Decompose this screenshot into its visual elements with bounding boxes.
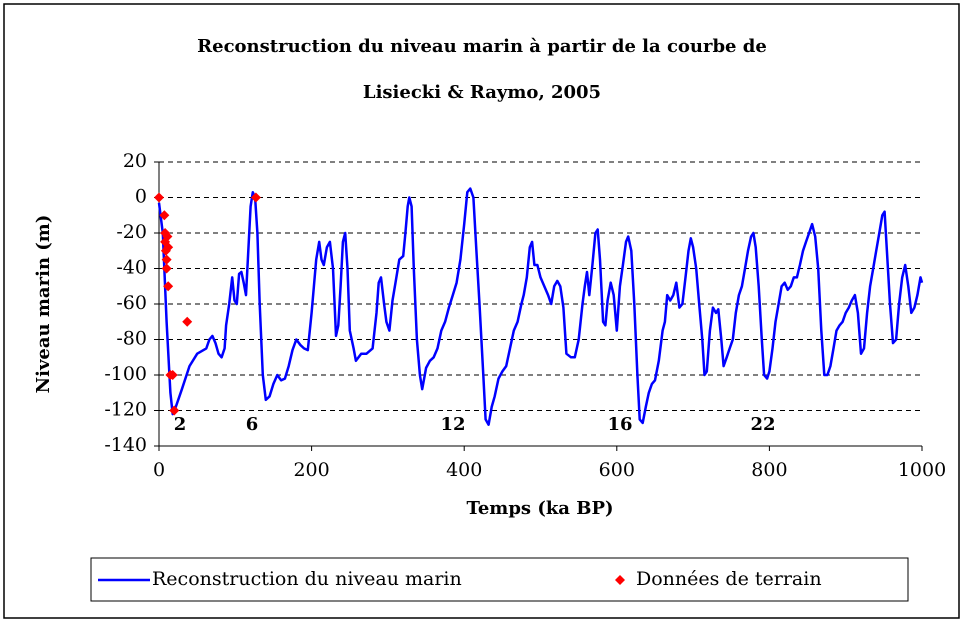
data-point — [182, 316, 193, 327]
data-point — [161, 263, 172, 274]
data-point — [169, 405, 180, 416]
annotation: 6 — [246, 414, 259, 435]
y-tick-label: -120 — [104, 399, 147, 421]
x-tick-label: 1000 — [898, 459, 946, 481]
legend-box — [90, 557, 909, 602]
annotation: 12 — [440, 414, 465, 435]
x-tick-label: 800 — [751, 459, 787, 481]
data-point — [159, 210, 170, 221]
data-point — [163, 281, 174, 292]
x-tick-label: 0 — [153, 459, 165, 481]
data-point — [161, 254, 172, 265]
y-tick-label: 0 — [135, 186, 147, 208]
legend-label: Données de terrain — [636, 568, 822, 590]
y-tick-label: -60 — [116, 292, 147, 314]
data-point — [167, 370, 178, 380]
y-axis-label: Niveau marin (m) — [33, 215, 54, 394]
y-tick-label: -80 — [116, 328, 147, 350]
data-point — [163, 242, 174, 253]
x-axis-label: Temps (ka BP) — [467, 498, 614, 519]
chart-title: Lisiecki & Raymo, 2005 — [363, 82, 601, 103]
y-tick-label: -140 — [104, 434, 147, 456]
legend-label: Reconstruction du niveau marin — [152, 568, 462, 590]
y-tick-label: -20 — [116, 221, 147, 243]
x-tick-label: 200 — [293, 459, 329, 481]
chart-title: Reconstruction du niveau marin à partir … — [197, 36, 767, 57]
legend-swatch — [615, 575, 625, 585]
x-tick-label: 600 — [599, 459, 635, 481]
x-tick-label: 400 — [446, 459, 482, 481]
annotation: 2 — [174, 414, 187, 435]
data-point — [250, 192, 261, 203]
data-point — [162, 231, 173, 242]
y-tick-label: 20 — [123, 150, 147, 172]
data-line — [157, 187, 924, 426]
y-tick-label: -100 — [104, 363, 147, 385]
data-point — [154, 192, 164, 203]
chart-frame — [3, 3, 960, 619]
y-tick-label: -40 — [116, 257, 147, 279]
annotation: 16 — [607, 414, 632, 435]
annotation: 22 — [750, 414, 775, 435]
